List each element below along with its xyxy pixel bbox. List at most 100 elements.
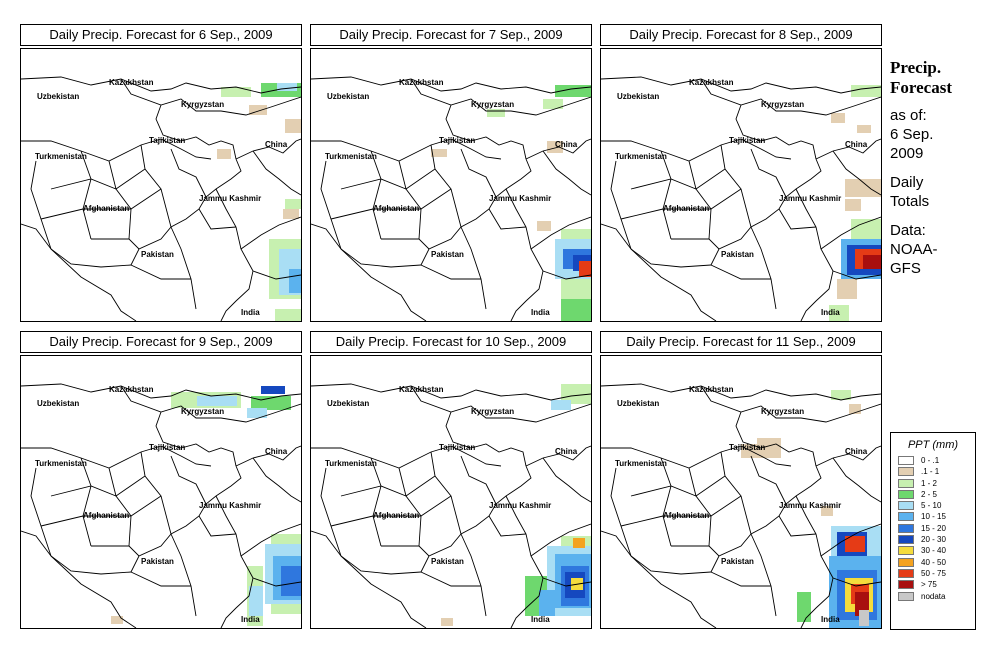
boundary-line <box>21 76 301 94</box>
boundary-line <box>430 451 462 535</box>
legend-swatch <box>898 501 914 511</box>
country-label-jammu_kashmir: Jammu Kashmir <box>199 501 261 510</box>
precip-cell <box>247 408 267 418</box>
boundary-line <box>815 138 881 160</box>
boundary-line <box>311 383 591 401</box>
boundary-line <box>215 188 254 321</box>
legend-label: 15 - 20 <box>921 523 946 533</box>
totals-line2: Totals <box>890 193 930 210</box>
precip-cell <box>797 592 811 622</box>
legend-swatch <box>898 456 914 465</box>
boundary-line <box>320 160 422 268</box>
boundary-line <box>710 571 771 587</box>
country-label-turkmenistan: Turkmenistan <box>615 152 667 161</box>
info-title-line2: Forecast <box>890 78 952 97</box>
country-label-india: India <box>821 308 840 317</box>
legend-label: nodata <box>921 591 946 601</box>
panel-title: Daily Precip. Forecast for 11 Sep., 2009 <box>600 331 882 353</box>
precip-cell <box>857 125 871 133</box>
country-label-turkmenistan: Turkmenistan <box>35 459 87 468</box>
boundary-line <box>30 467 132 575</box>
precip-cell <box>845 179 881 197</box>
precip-cell <box>561 299 591 321</box>
legend-label: 40 - 50 <box>921 557 946 567</box>
boundary-line <box>720 451 752 535</box>
boundary-line <box>420 264 481 280</box>
legend-item: 0 - .1 <box>891 455 975 466</box>
legend-label: 1 - 2 <box>921 478 938 488</box>
data-source-label: Data: <box>890 222 926 239</box>
country-label-kazakhstan: Kazakhstan <box>399 385 444 394</box>
boundary-line <box>735 411 817 467</box>
country-label-jammu_kashmir: Jammu Kashmir <box>489 194 551 203</box>
info-title-line1: Precip. <box>890 58 942 77</box>
boundary-line <box>21 223 52 250</box>
legend-item: 30 - 40 <box>891 545 975 556</box>
country-label-india: India <box>531 308 550 317</box>
country-label-china: China <box>845 140 868 149</box>
country-label-pakistan: Pakistan <box>431 557 464 566</box>
boundary-line <box>750 533 777 617</box>
boundary-line <box>630 168 726 190</box>
boundary-line <box>252 577 301 587</box>
boundary-line <box>130 571 191 587</box>
precip-map: Uzbekistan Kazakhstan Kyrgyzstan Tajikistan… <box>20 355 302 629</box>
legend-item: .1 - 1 <box>891 466 975 477</box>
boundary-line <box>750 148 787 198</box>
country-label-uzbekistan: Uzbekistan <box>37 92 79 101</box>
boundary-line <box>832 270 881 280</box>
boundary-line <box>170 533 197 617</box>
precip-cell <box>261 386 285 394</box>
legend-swatch <box>898 557 914 567</box>
boundary-line <box>50 475 146 497</box>
boundary-line <box>381 545 430 557</box>
boundary-line <box>330 188 452 220</box>
boundary-line <box>601 530 632 557</box>
precip-map: Uzbekistan Kazakhstan Kyrgyzstan Tajikistan… <box>310 355 592 629</box>
country-label-afghanistan: Afghanistan <box>663 204 709 213</box>
data-source-block: Data: NOAA- GFS <box>890 221 980 278</box>
legend-label: 30 - 40 <box>921 546 946 556</box>
boundary-line <box>601 76 881 94</box>
boundary-line <box>620 188 742 220</box>
boundary-line <box>252 150 301 196</box>
precip-cell <box>757 438 781 448</box>
boundary-line <box>815 445 881 467</box>
precip-cell <box>281 566 301 596</box>
legend-item: nodata <box>891 591 975 602</box>
boundary-line <box>370 457 382 547</box>
precip-map: Uzbekistan Kazakhstan Kyrgyzstan Tajikistan… <box>20 48 302 322</box>
boundary-line <box>50 555 137 628</box>
panel-title: Daily Precip. Forecast for 9 Sep., 2009 <box>20 331 302 353</box>
boundary-line <box>340 555 427 628</box>
boundary-line <box>610 467 712 575</box>
country-label-kyrgyzstan: Kyrgyzstan <box>761 100 804 109</box>
legend-item: 50 - 75 <box>891 568 975 579</box>
country-label-afghanistan: Afghanistan <box>663 511 709 520</box>
boundary-line <box>398 467 422 547</box>
country-label-tajikistan: Tajikistan <box>149 136 185 145</box>
country-label-tajikistan: Tajikistan <box>149 443 185 452</box>
precip-cell <box>831 390 851 400</box>
precip-cell <box>249 105 267 115</box>
precip-map: Uzbekistan Kazakhstan Kyrgyzstan Tajikistan… <box>600 48 882 322</box>
legend-swatch <box>898 478 914 488</box>
boundary-line <box>340 248 427 321</box>
boundary-line <box>21 138 212 162</box>
boundary-line <box>170 148 207 198</box>
precip-cell <box>539 590 555 616</box>
legend-item: 20 - 30 <box>891 534 975 545</box>
forecast-panel-sep8: Daily Precip. Forecast for 8 Sep., 2009 … <box>600 24 882 322</box>
precip-cell <box>831 113 845 123</box>
boundary-line <box>530 216 591 250</box>
precip-cell <box>441 618 453 626</box>
precip-cell <box>537 221 551 231</box>
legend-label: 10 - 15 <box>921 512 946 522</box>
boundary-line <box>530 523 591 557</box>
boundary-line <box>240 216 301 250</box>
boundary-line <box>660 457 672 547</box>
panel-title: Daily Precip. Forecast for 6 Sep., 2009 <box>20 24 302 46</box>
forecast-panel-sep10: Daily Precip. Forecast for 10 Sep., 2009… <box>310 331 592 629</box>
country-label-kazakhstan: Kazakhstan <box>109 385 154 394</box>
